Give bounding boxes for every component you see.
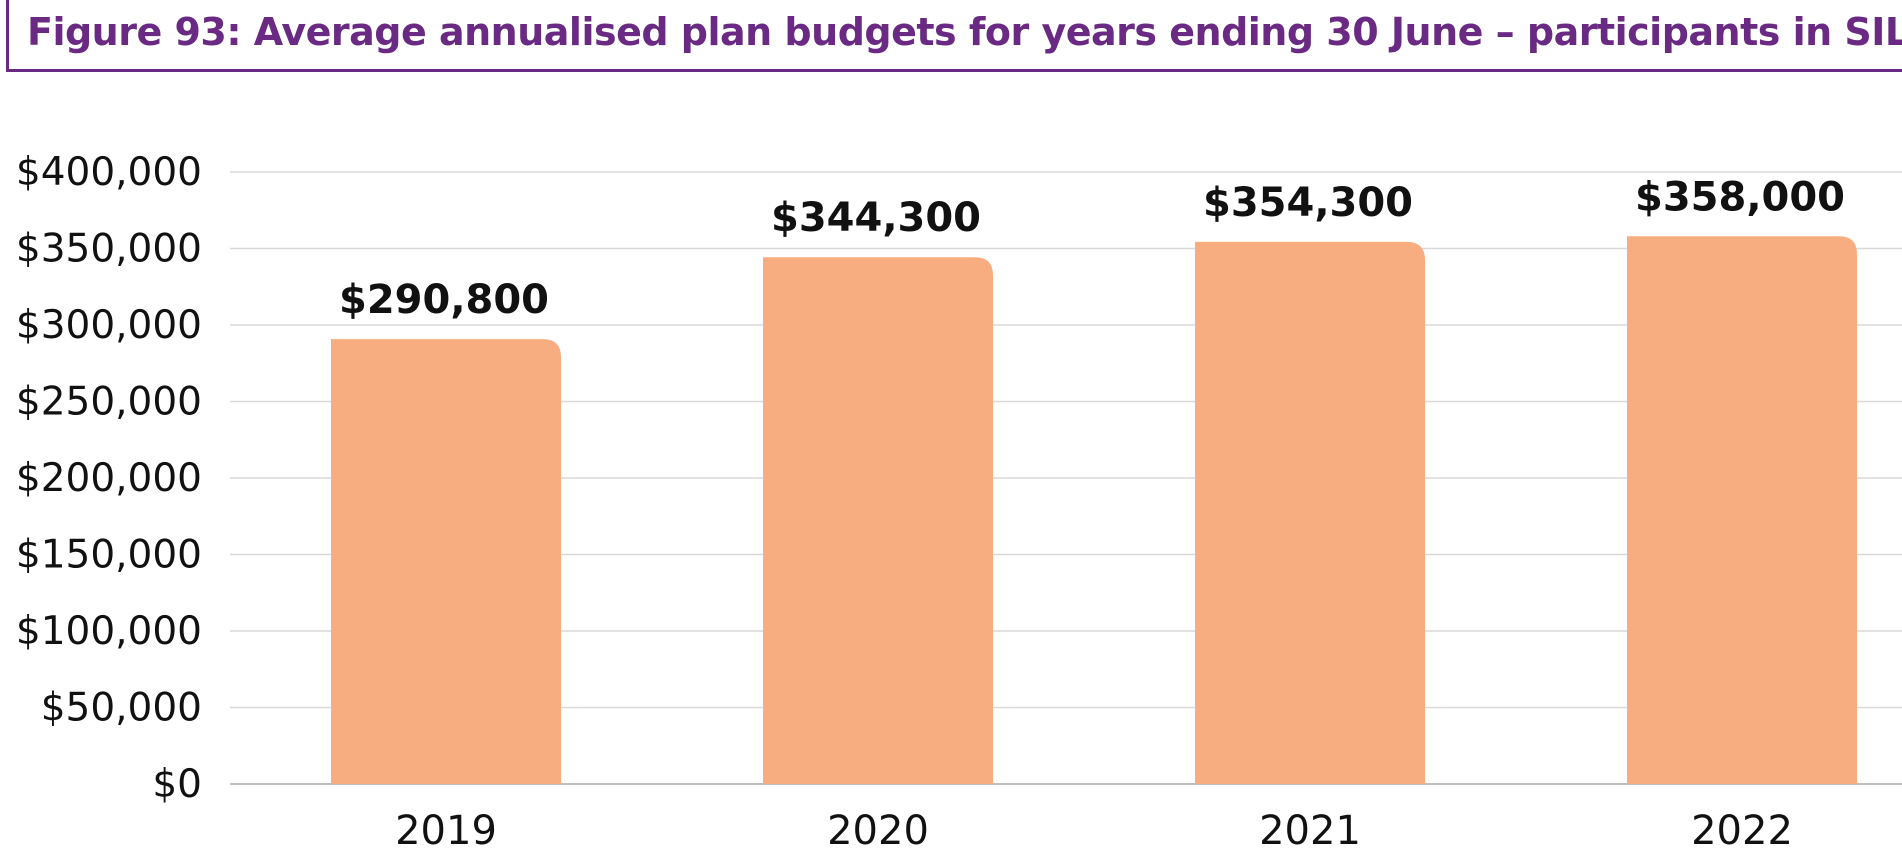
y-tick-label: $400,000 <box>16 150 202 195</box>
data-labels: $290,800 $344,300 $354,300 $358,000 <box>339 174 1845 323</box>
gridlines <box>230 171 1902 785</box>
x-tick-label: 2021 <box>1259 808 1361 854</box>
data-label: $354,300 <box>1203 180 1413 226</box>
y-tick-label: $250,000 <box>16 380 202 425</box>
data-label: $290,800 <box>339 277 549 323</box>
y-tick-label: $300,000 <box>16 303 202 348</box>
bars <box>331 236 1857 784</box>
bar <box>763 257 993 784</box>
data-label: $358,000 <box>1635 174 1845 220</box>
y-tick-label: $50,000 <box>41 686 202 731</box>
bar <box>1627 236 1857 784</box>
bar <box>1195 241 1425 784</box>
y-axis-ticks: $0 $50,000 $100,000 $150,000 $200,000 $250,00… <box>16 150 202 807</box>
x-axis-ticks: 2019 2020 2021 2022 <box>395 808 1793 854</box>
y-tick-label: $200,000 <box>16 456 202 501</box>
data-label: $344,300 <box>771 195 981 241</box>
y-tick-label: $0 <box>152 762 202 807</box>
figure-title: Figure 93: Average annualised plan budge… <box>27 10 1902 54</box>
y-tick-label: $350,000 <box>16 227 202 272</box>
x-tick-label: 2019 <box>395 808 497 854</box>
x-tick-label: 2020 <box>827 808 929 854</box>
figure-header: Figure 93: Average annualised plan budge… <box>6 0 1902 72</box>
y-tick-label: $150,000 <box>16 533 202 578</box>
y-tick-label: $100,000 <box>16 609 202 654</box>
bar <box>331 339 561 784</box>
x-tick-label: 2022 <box>1691 808 1793 854</box>
